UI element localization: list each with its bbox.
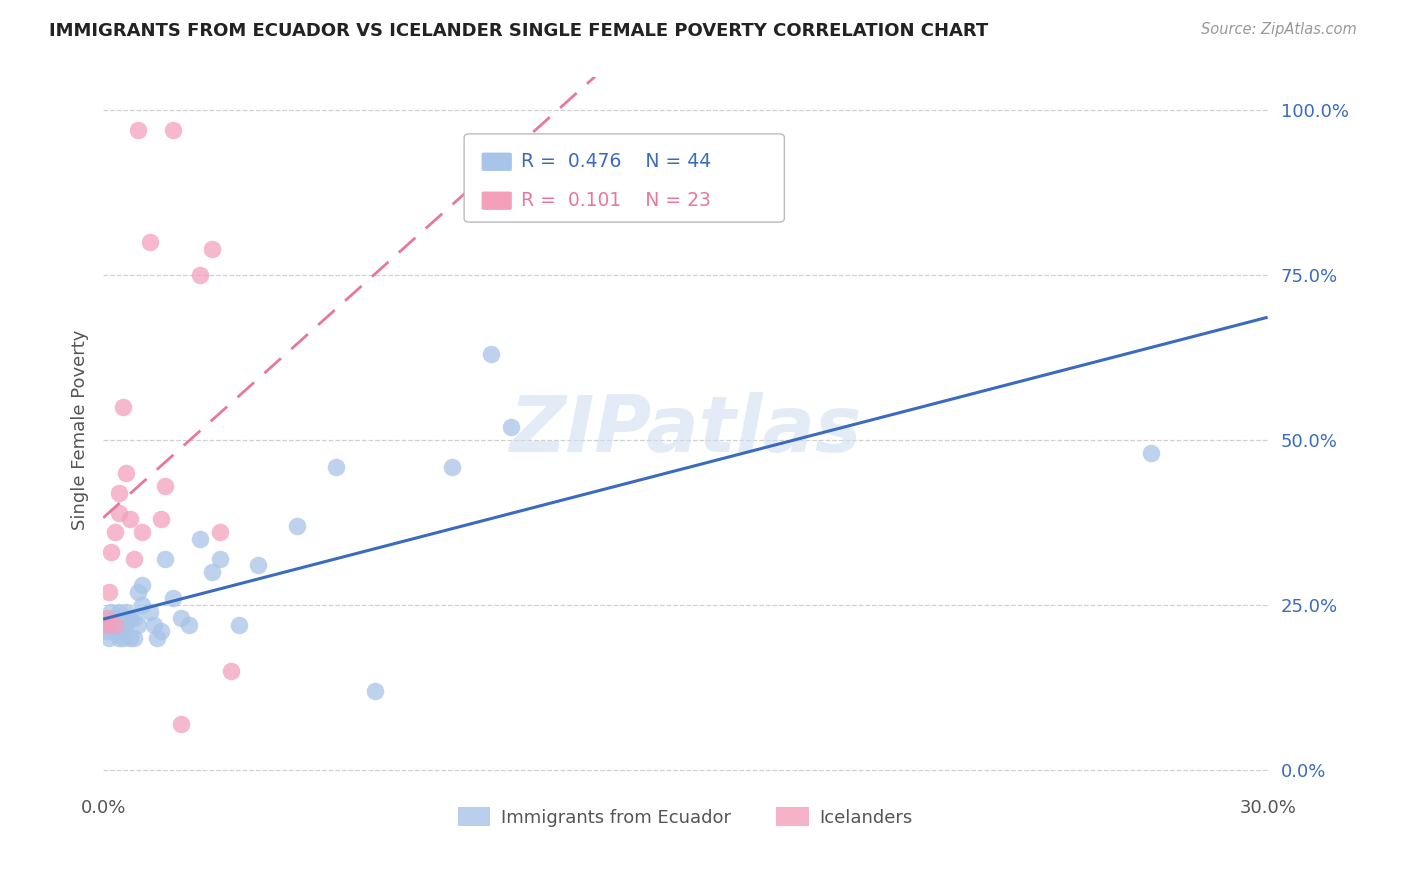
Point	[228, 617, 250, 632]
Point	[122, 631, 145, 645]
Point	[138, 605, 160, 619]
Text: Source: ZipAtlas.com: Source: ZipAtlas.com	[1201, 22, 1357, 37]
Point	[162, 123, 184, 137]
Text: R =  0.101    N = 23: R = 0.101 N = 23	[522, 191, 711, 211]
Point	[127, 584, 149, 599]
Point	[120, 611, 142, 625]
Point	[107, 486, 129, 500]
Point	[219, 664, 242, 678]
Point	[111, 631, 134, 645]
Point	[111, 624, 134, 639]
Point	[96, 617, 118, 632]
Point	[479, 347, 502, 361]
Point	[201, 565, 224, 579]
Point	[100, 617, 122, 632]
Point	[122, 611, 145, 625]
Point	[120, 631, 142, 645]
Point	[285, 519, 308, 533]
Text: IMMIGRANTS FROM ECUADOR VS ICELANDER SINGLE FEMALE POVERTY CORRELATION CHART: IMMIGRANTS FROM ECUADOR VS ICELANDER SIN…	[49, 22, 988, 40]
Point	[188, 268, 211, 283]
Point	[96, 624, 118, 639]
Point	[208, 551, 231, 566]
Point	[97, 631, 120, 645]
Point	[138, 235, 160, 250]
Point	[104, 617, 127, 632]
FancyBboxPatch shape	[482, 192, 512, 210]
Point	[131, 525, 153, 540]
FancyBboxPatch shape	[482, 153, 512, 171]
Point	[122, 551, 145, 566]
Point	[247, 558, 270, 573]
Point	[155, 551, 177, 566]
Point	[96, 617, 118, 632]
Point	[150, 624, 173, 639]
FancyBboxPatch shape	[464, 134, 785, 222]
Point	[162, 591, 184, 606]
Point	[104, 624, 127, 639]
Point	[97, 584, 120, 599]
Point	[111, 617, 134, 632]
Point	[177, 617, 200, 632]
Point	[107, 605, 129, 619]
Point	[499, 420, 522, 434]
Point	[96, 611, 118, 625]
Point	[325, 459, 347, 474]
Text: R =  0.476    N = 44: R = 0.476 N = 44	[522, 153, 711, 171]
Point	[208, 525, 231, 540]
Point	[142, 617, 165, 632]
Y-axis label: Single Female Poverty: Single Female Poverty	[72, 330, 89, 531]
Point	[115, 617, 138, 632]
Point	[127, 617, 149, 632]
Point	[127, 123, 149, 137]
Point	[146, 631, 169, 645]
Point	[364, 683, 387, 698]
Point	[150, 512, 173, 526]
Point	[170, 611, 193, 625]
Point	[115, 605, 138, 619]
Point	[120, 512, 142, 526]
Point	[131, 598, 153, 612]
Point	[1140, 446, 1163, 460]
Point	[170, 716, 193, 731]
Legend: Immigrants from Ecuador, Icelanders: Immigrants from Ecuador, Icelanders	[451, 800, 920, 834]
Point	[104, 525, 127, 540]
Point	[131, 578, 153, 592]
Point	[107, 506, 129, 520]
Point	[115, 466, 138, 480]
Point	[104, 617, 127, 632]
Point	[155, 479, 177, 493]
Point	[107, 631, 129, 645]
Point	[107, 617, 129, 632]
Point	[100, 605, 122, 619]
Point	[188, 532, 211, 546]
Text: ZIPatlas: ZIPatlas	[509, 392, 862, 468]
Point	[100, 545, 122, 559]
Point	[111, 400, 134, 414]
Point	[201, 242, 224, 256]
Point	[441, 459, 464, 474]
Point	[104, 611, 127, 625]
